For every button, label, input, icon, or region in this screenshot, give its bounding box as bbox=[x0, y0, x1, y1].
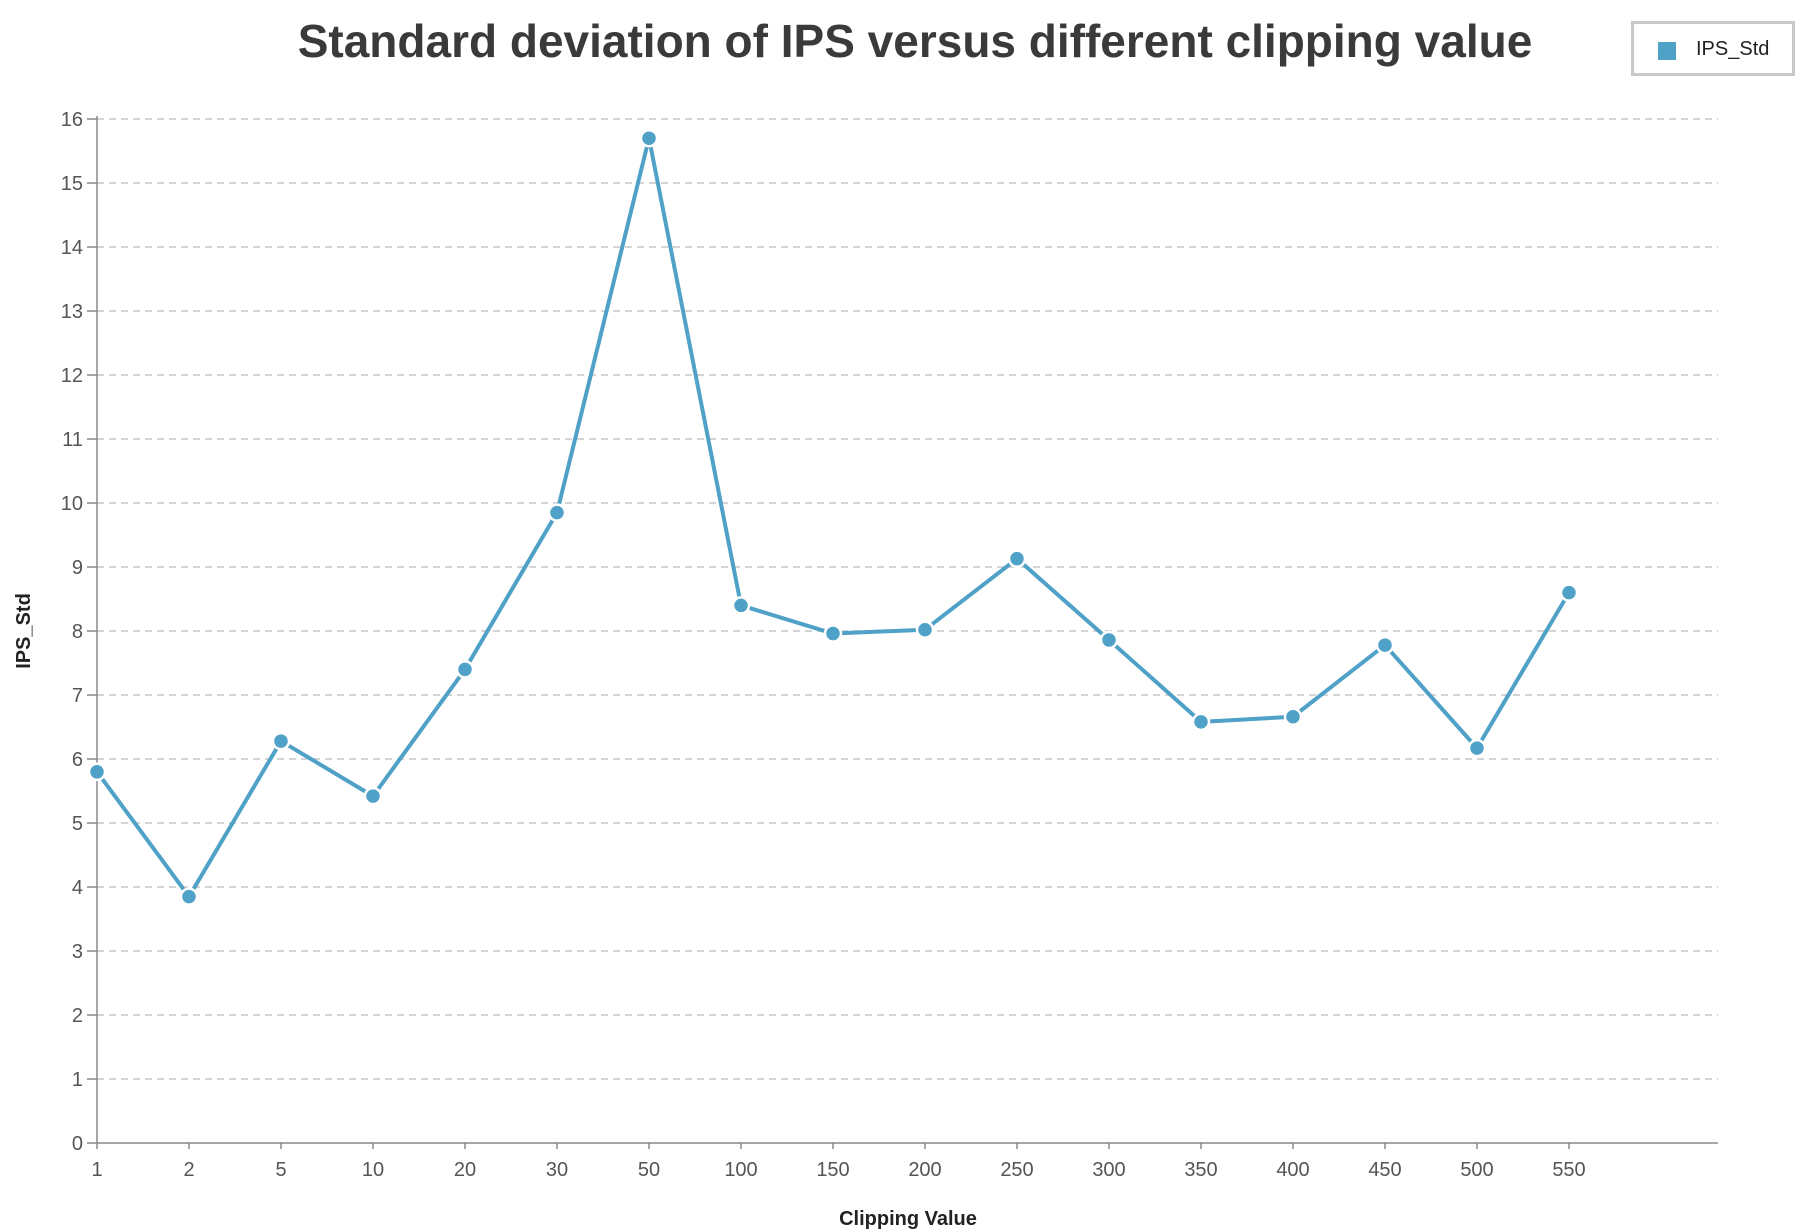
data-point bbox=[271, 731, 291, 751]
series-layer bbox=[87, 128, 1579, 906]
data-point bbox=[363, 786, 383, 806]
x-tick-label: 1 bbox=[91, 1159, 102, 1181]
x-tick-label: 2 bbox=[183, 1159, 194, 1181]
x-tick-label: 200 bbox=[908, 1159, 941, 1181]
data-point bbox=[547, 503, 567, 522]
data-point bbox=[179, 887, 199, 906]
x-tick-label: 150 bbox=[816, 1159, 849, 1181]
data-point bbox=[1099, 630, 1119, 650]
data-point bbox=[1467, 738, 1487, 758]
x-axis-title: Clipping Value bbox=[839, 1208, 977, 1230]
legend-label: IPS_Std bbox=[1696, 38, 1770, 60]
x-tick-label: 50 bbox=[638, 1159, 660, 1181]
data-point bbox=[1375, 635, 1395, 655]
x-tick-label: 500 bbox=[1460, 1159, 1493, 1181]
data-point bbox=[731, 596, 751, 615]
data-point bbox=[1283, 707, 1303, 727]
y-tick-label: 6 bbox=[72, 749, 83, 771]
x-tick-label: 300 bbox=[1092, 1159, 1125, 1181]
y-tick-label: 11 bbox=[62, 429, 83, 451]
y-tick-label: 9 bbox=[72, 557, 83, 579]
y-tick-label: 14 bbox=[61, 237, 83, 259]
chart-title: Standard deviation of IPS versus differe… bbox=[297, 15, 1533, 67]
y-tick-label: 2 bbox=[72, 1005, 83, 1027]
data-point bbox=[1559, 583, 1579, 602]
data-point bbox=[1191, 712, 1211, 732]
x-tick-label: 400 bbox=[1276, 1159, 1309, 1181]
y-tick-label: 12 bbox=[61, 365, 83, 387]
y-tick-label: 3 bbox=[72, 941, 83, 963]
data-point bbox=[455, 660, 475, 679]
y-tick-label: 0 bbox=[72, 1133, 83, 1155]
y-tick-label: 5 bbox=[72, 813, 83, 835]
legend: IPS_Std bbox=[1631, 21, 1795, 76]
series-line-ips-std bbox=[95, 136, 1571, 899]
x-tick-label: 5 bbox=[275, 1159, 286, 1181]
x-tick-label: 20 bbox=[454, 1159, 476, 1181]
x-tick-label: 350 bbox=[1184, 1159, 1217, 1181]
y-tick-label: 7 bbox=[72, 685, 83, 707]
x-tick-label: 550 bbox=[1552, 1159, 1585, 1181]
data-point bbox=[639, 128, 659, 148]
x-tick-label: 250 bbox=[1000, 1159, 1033, 1181]
y-tick-label: 16 bbox=[61, 109, 83, 131]
x-tick-label: 450 bbox=[1368, 1159, 1401, 1181]
data-point bbox=[1007, 549, 1027, 568]
axis-layer bbox=[87, 116, 1718, 1149]
grid-layer bbox=[97, 118, 1718, 1080]
data-point bbox=[823, 624, 843, 643]
data-point bbox=[915, 620, 935, 639]
y-tick-label: 13 bbox=[61, 301, 83, 323]
y-tick-label: 10 bbox=[61, 493, 83, 515]
y-axis-title: IPS_Std bbox=[13, 593, 35, 669]
y-tick-label: 4 bbox=[72, 877, 83, 899]
y-tick-label: 15 bbox=[61, 173, 83, 195]
x-tick-label: 10 bbox=[362, 1159, 384, 1181]
data-point bbox=[87, 762, 107, 782]
x-tick-label: 100 bbox=[724, 1159, 757, 1181]
legend-swatch bbox=[1658, 42, 1676, 60]
y-tick-label: 8 bbox=[72, 621, 83, 643]
x-tick-label: 30 bbox=[546, 1159, 568, 1181]
y-tick-label: 1 bbox=[72, 1069, 83, 1091]
